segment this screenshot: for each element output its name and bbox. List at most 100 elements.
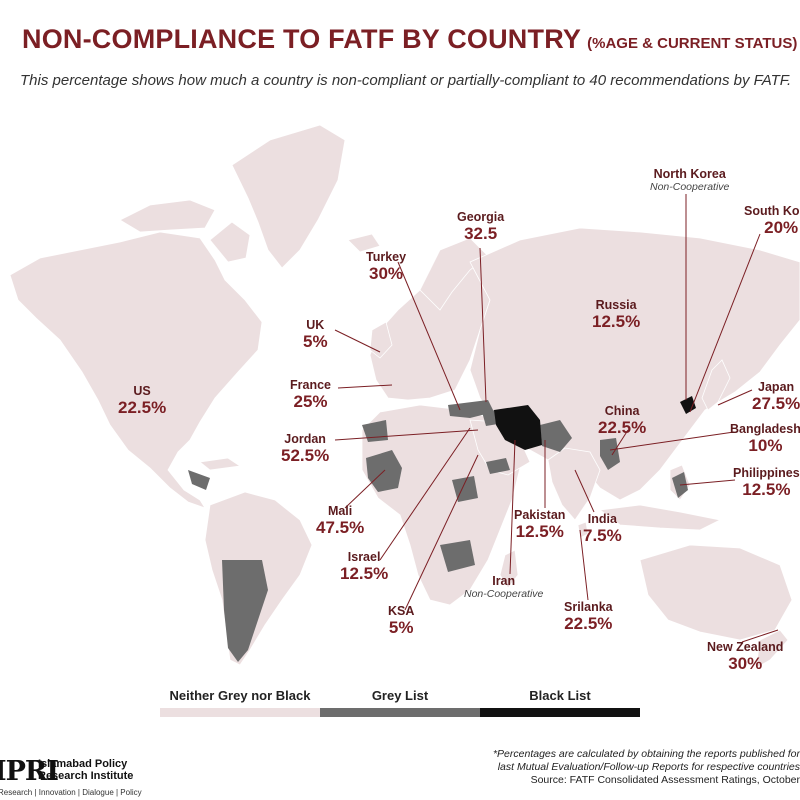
country-value: 5%: [388, 618, 414, 637]
country-name: Georgia: [457, 210, 505, 224]
logo-tagline: Research | Innovation | Dialogue | Polic…: [0, 788, 142, 797]
country-value: 10%: [748, 436, 783, 455]
country-value: 47.5%: [316, 518, 365, 537]
footnote-line1: *Percentages are calculated by obtaining…: [492, 748, 800, 760]
country-name: Mali: [327, 504, 353, 518]
country-name: France: [290, 378, 331, 392]
label-jordan: Jordan 52.5%: [281, 432, 329, 466]
country-name: Bangladesh: [730, 422, 800, 436]
label-israel: Israel 12.5%: [340, 550, 388, 584]
landmass-new-zealand: [755, 629, 789, 669]
label-turkey: Turkey 30%: [366, 250, 406, 284]
country-name: KSA: [388, 604, 415, 618]
leader-line-india: [574, 469, 595, 513]
subtitle: This percentage shows how much a country…: [20, 72, 792, 89]
country-value: 52.5%: [281, 446, 330, 465]
country-name: Jordan: [284, 432, 326, 446]
country-name: China: [604, 404, 640, 418]
label-north-korea: North Korea Non-Cooperative: [650, 167, 729, 193]
region-yemen: [486, 458, 510, 474]
landmass-india: [547, 447, 601, 521]
landmass-uk: [369, 321, 393, 359]
label-russia: Russia 12.5%: [592, 298, 640, 332]
title-main: NON-COMPLIANCE TO FATF BY COUNTRY: [22, 24, 582, 54]
grey-list-regions: [188, 400, 688, 662]
ipri-logo: IPRI Islamabad Policy Research Institute…: [0, 752, 160, 800]
landmass-japan: [701, 359, 731, 411]
label-bangladesh: Bangladesh 10%: [730, 422, 800, 456]
legend-swatch-grey: [320, 708, 480, 717]
country-value: 12.5%: [592, 312, 641, 331]
logo-name-line2: Research Institute: [38, 770, 134, 782]
label-philippines: Philippines 12.5%: [733, 466, 800, 500]
label-srilanka: Srilanka 22.5%: [564, 600, 613, 634]
legend-item-black: Black List: [480, 688, 640, 717]
country-name: North Korea: [653, 167, 726, 181]
footnote-source: Source: FATF Consolidated Assessment Rat…: [530, 774, 800, 786]
country-name: Turkey: [366, 250, 407, 264]
leader-lines: [334, 194, 779, 643]
country-name: UK: [306, 318, 325, 332]
leader-line-ksa: [404, 454, 479, 611]
leader-line-south-korea: [689, 233, 761, 413]
region-north-korea: [680, 396, 696, 414]
country-value: 27.5%: [752, 394, 800, 413]
country-value: 30%: [728, 654, 763, 673]
label-france: France 25%: [290, 378, 331, 412]
legend-label: Grey List: [371, 688, 429, 703]
leader-line-china: [611, 429, 629, 456]
footnote-line2: last Mutual Evaluation/Follow-up Reports…: [497, 761, 800, 773]
country-name: South Korea: [744, 204, 800, 218]
black-list-regions: [494, 396, 696, 450]
leader-line-philippines: [679, 479, 736, 486]
label-us: US 22.5%: [118, 384, 166, 418]
legend-item-grey: Grey List: [320, 688, 480, 717]
country-value: 5%: [303, 332, 328, 351]
label-ksa: KSA 5%: [388, 604, 414, 638]
map-legend: Neither Grey nor Black Grey List Black L…: [160, 688, 640, 720]
legend-swatch-neither: [160, 708, 320, 717]
label-uk: UK 5%: [303, 318, 328, 352]
country-name: Israel: [347, 550, 381, 564]
leader-line-france: [337, 384, 393, 389]
country-value: 25%: [293, 392, 328, 411]
leader-line-new-zealand: [741, 629, 779, 643]
footnote: *Percentages are calculated by obtaining…: [460, 748, 800, 787]
country-value: 20%: [764, 218, 799, 237]
label-mali: Mali 47.5%: [316, 504, 364, 538]
region-panama: [188, 470, 210, 490]
landmass-arctic-islands: [119, 199, 216, 233]
country-value: 12.5%: [742, 480, 791, 499]
region-zimbabwe: [440, 540, 475, 572]
logo-name: Islamabad Policy Research Institute: [38, 758, 158, 782]
logo-mark: IPRI: [0, 756, 59, 787]
legend-swatch-black: [480, 708, 640, 717]
leader-line-bangladesh: [609, 431, 735, 451]
country-name: Srilanka: [564, 600, 613, 614]
legend-label: Neither Grey nor Black: [169, 688, 311, 703]
country-value: 7.5%: [583, 526, 622, 545]
landmass-caribbean: [199, 457, 242, 471]
page-title: NON-COMPLIANCE TO FATF BY COUNTRY (%AGE &…: [22, 24, 797, 55]
world-map: [9, 124, 800, 669]
leader-line-mali: [344, 469, 386, 509]
region-myanmar: [600, 438, 620, 470]
landmass-madagascar: [499, 549, 519, 589]
landmass-indonesia: [598, 504, 722, 531]
label-india: India 7.5%: [583, 512, 622, 546]
leader-line-israel: [379, 427, 471, 561]
legend-label: Black List: [529, 688, 591, 703]
country-status: Non-Cooperative: [650, 181, 730, 193]
country-value: 30%: [369, 264, 404, 283]
country-value: 22.5%: [564, 614, 613, 633]
country-name: New Zealand: [707, 640, 784, 654]
leader-line-uk: [334, 329, 381, 353]
label-china: China 22.5%: [598, 404, 646, 438]
country-name: Philippines: [733, 466, 800, 480]
label-south-korea: South Korea 20%: [744, 204, 800, 238]
label-georgia: Georgia 32.5: [457, 210, 504, 244]
leader-line-iran: [509, 439, 516, 575]
landmass-baffin: [209, 221, 251, 263]
country-status: Non-Cooperative: [464, 588, 544, 600]
country-name: Pakistan: [514, 508, 566, 522]
